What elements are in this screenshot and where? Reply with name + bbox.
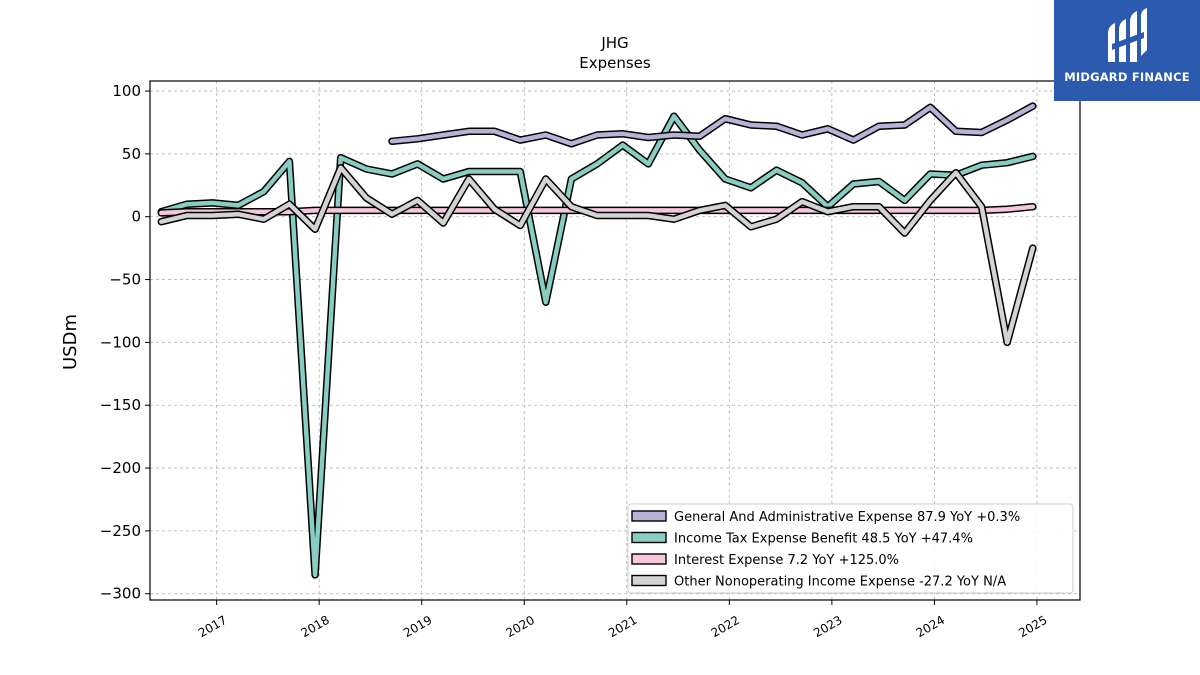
legend-swatch	[631, 553, 667, 565]
x-tick-label: 2024	[914, 613, 947, 640]
y-tick-label: −200	[100, 459, 141, 477]
legend-swatch	[631, 510, 667, 522]
legend-label: Income Tax Expense Benefit 48.5 YoY +47.…	[674, 532, 973, 547]
x-tick-label: 2017	[196, 613, 229, 640]
legend-box	[627, 503, 1074, 594]
series-line-income-tax-expense-benefit	[159, 113, 1036, 578]
x-tick-label: 2020	[504, 613, 537, 640]
chart-title: JHG	[600, 34, 628, 52]
x-tick-label: 2018	[298, 613, 331, 640]
legend-swatch	[631, 574, 667, 587]
series-line-general-and-administrative-expense	[389, 103, 1036, 147]
x-tick-label: 2021	[606, 613, 639, 640]
y-tick-label: 50	[122, 145, 141, 163]
x-tick-label: 2019	[401, 613, 434, 640]
brand-logo: MIDGARD FINANCE	[1054, 0, 1200, 101]
legend-label: General And Administrative Expense 87.9 …	[674, 510, 1020, 525]
x-tick-label: 2023	[811, 613, 844, 640]
y-axis-label: USDm	[60, 314, 81, 370]
y-tick-label: −100	[100, 333, 141, 351]
plot-frame	[149, 80, 1081, 601]
brand-name: MIDGARD FINANCE	[1064, 70, 1190, 84]
x-tick-label: 2022	[709, 613, 742, 640]
legend-swatch	[631, 531, 667, 544]
y-tick-label: 100	[112, 82, 141, 100]
series-lines	[157, 102, 1037, 579]
legend: General And Administrative Expense 87.9 …	[627, 503, 1074, 594]
midgard-logo-icon	[1108, 8, 1147, 62]
y-tick-label: −250	[100, 522, 141, 540]
x-tick-label: 2025	[1016, 613, 1049, 640]
legend-label: Other Nonoperating Income Expense -27.2 …	[674, 575, 1006, 590]
y-tick-label: 0	[131, 208, 141, 226]
legend-label: Interest Expense 7.2 YoY +125.0%	[674, 553, 899, 568]
y-tick-label: −50	[109, 271, 141, 289]
chart-subtitle: Expenses	[579, 54, 651, 72]
y-tick-label: −150	[100, 396, 141, 414]
y-tick-label: −300	[100, 585, 141, 603]
series-line-other-nonoperating-income-expense	[159, 165, 1036, 345]
